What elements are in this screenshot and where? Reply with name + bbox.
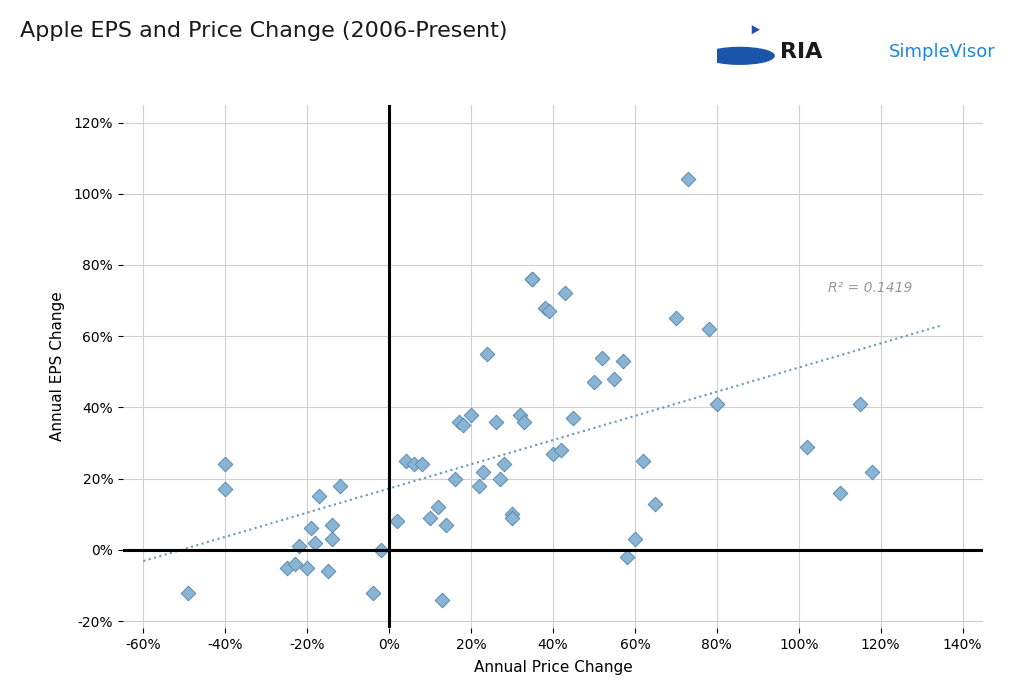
Point: [471, 480, 487, 491]
Point: [635, 455, 651, 466]
Point: [479, 348, 496, 359]
Point: [586, 377, 602, 388]
Point: [553, 445, 569, 456]
Point: [406, 459, 422, 470]
Point: [324, 519, 340, 530]
Point: [438, 519, 455, 530]
Point: [311, 491, 328, 502]
Point: [700, 323, 717, 334]
Point: [291, 541, 307, 552]
Point: [614, 355, 631, 366]
Point: [524, 274, 541, 285]
Point: [512, 409, 528, 420]
Point: [307, 537, 324, 549]
Point: [303, 523, 319, 534]
Point: [332, 480, 348, 491]
Point: [496, 459, 512, 470]
Point: [492, 473, 508, 484]
Point: [451, 416, 467, 427]
Point: [557, 288, 573, 299]
Text: Apple EPS and Price Change (2006-Present): Apple EPS and Price Change (2006-Present…: [20, 21, 508, 41]
X-axis label: Annual Price Change: Annual Price Change: [473, 660, 633, 675]
Point: [365, 587, 381, 598]
Point: [504, 512, 520, 524]
Y-axis label: Annual EPS Change: Annual EPS Change: [50, 292, 66, 441]
Point: [446, 473, 463, 484]
Point: [864, 466, 881, 477]
Point: [504, 509, 520, 520]
Point: [217, 484, 233, 495]
Point: [180, 587, 197, 598]
Text: SimpleVisor: SimpleVisor: [889, 43, 995, 61]
Text: ‣: ‣: [748, 21, 762, 45]
Point: [565, 413, 582, 424]
Point: [594, 352, 610, 363]
Point: [668, 313, 684, 324]
Circle shape: [706, 47, 774, 64]
Point: [831, 487, 848, 498]
Point: [709, 399, 725, 410]
Point: [541, 306, 557, 317]
Point: [434, 594, 451, 605]
Point: [487, 416, 504, 427]
Point: [799, 441, 815, 452]
Point: [524, 274, 541, 285]
Point: [455, 419, 471, 431]
Point: [414, 459, 430, 470]
Point: [537, 302, 553, 313]
Point: [397, 455, 414, 466]
Point: [324, 533, 340, 544]
Point: [217, 459, 233, 470]
Point: [618, 551, 635, 563]
Point: [299, 562, 315, 573]
Point: [516, 416, 532, 427]
Point: [373, 544, 389, 556]
Point: [389, 516, 406, 527]
Point: [430, 502, 446, 513]
Text: R² = 0.1419: R² = 0.1419: [828, 281, 912, 295]
Point: [680, 174, 696, 185]
Text: RIA: RIA: [780, 43, 822, 62]
Point: [319, 565, 336, 577]
Point: [545, 448, 561, 459]
Point: [606, 373, 623, 385]
Point: [287, 558, 303, 570]
Point: [279, 562, 295, 573]
Point: [647, 498, 664, 509]
Point: [627, 533, 643, 544]
Point: [463, 409, 479, 420]
Point: [852, 399, 868, 410]
Point: [475, 466, 492, 477]
Point: [422, 512, 438, 524]
